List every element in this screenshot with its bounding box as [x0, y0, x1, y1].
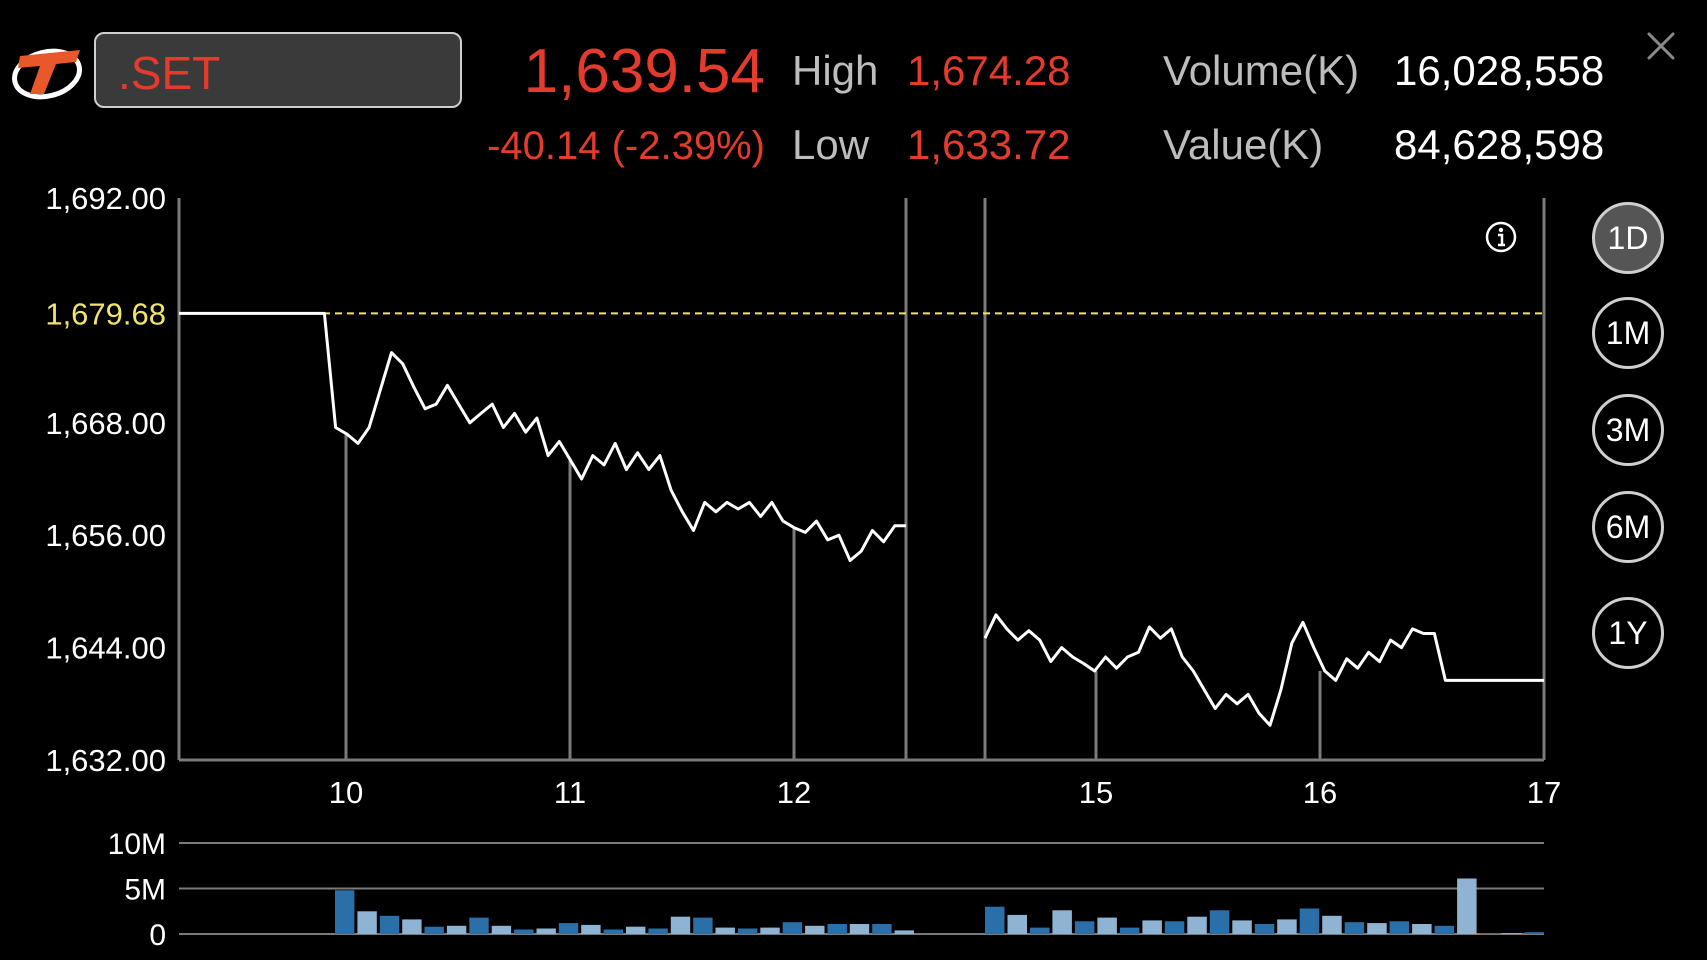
- price-line-morning: [179, 311, 906, 562]
- volume-bar: [469, 917, 489, 934]
- symbol-field[interactable]: .SET: [94, 32, 462, 108]
- volume-bar: [446, 925, 467, 934]
- volume-bar: [805, 925, 825, 934]
- volume-bar: [1232, 920, 1252, 934]
- volume-bar: [402, 919, 422, 934]
- volume-bar: [670, 916, 691, 934]
- volume-bar: [491, 925, 512, 934]
- price-change: -40.14 (-2.39%): [487, 124, 765, 168]
- volume-bar: [536, 928, 556, 934]
- volume-bar: [424, 926, 444, 934]
- volume-bar: [1389, 921, 1410, 934]
- volume-value: 16,028,558: [1394, 47, 1605, 94]
- y-tick-label: 1,644.00: [45, 631, 166, 666]
- volume-bar: [782, 922, 803, 934]
- volume-tick-label: 5M: [124, 874, 166, 907]
- volume-bar: [558, 923, 579, 934]
- close-icon[interactable]: [1645, 30, 1677, 62]
- brand-logo-icon: [12, 48, 82, 100]
- info-icon[interactable]: [1484, 220, 1518, 254]
- volume-bar: [1187, 916, 1207, 934]
- high-value: 1,674.28: [907, 47, 1071, 94]
- range-button-1y[interactable]: 1Y: [1592, 597, 1664, 669]
- volume-bar: [737, 928, 758, 934]
- volume-bar: [581, 924, 601, 934]
- y-tick-label: 1,656.00: [45, 518, 166, 553]
- volume-bar: [760, 927, 780, 934]
- volume-bar: [827, 924, 847, 934]
- low-label: Low: [792, 121, 870, 168]
- volume-bar: [1030, 927, 1050, 934]
- range-button-1m[interactable]: 1M: [1592, 297, 1664, 369]
- y-tick-label: 1,632.00: [45, 743, 166, 778]
- volume-tick-label: 10M: [108, 828, 166, 861]
- x-tick-label: 16: [1303, 775, 1337, 810]
- volume-bar: [1097, 917, 1117, 934]
- volume-bar: [603, 929, 623, 934]
- volume-bar: [1412, 924, 1432, 934]
- volume-bar: [626, 926, 646, 934]
- volume-bar: [379, 915, 400, 934]
- x-tick-label: 11: [554, 775, 586, 810]
- volume-bar: [1502, 933, 1522, 934]
- price-line-afternoon: [983, 613, 1544, 727]
- volume-bar: [1142, 920, 1162, 934]
- x-tick-label: 10: [329, 775, 363, 810]
- symbol-text: .SET: [118, 47, 221, 99]
- volume-bar: [1457, 878, 1477, 934]
- volume-bar: [849, 924, 870, 934]
- volume-bar: [648, 928, 668, 934]
- value-label: Value(K): [1163, 121, 1324, 168]
- y-tick-label: 1,668.00: [45, 406, 166, 441]
- high-label: High: [792, 47, 879, 94]
- volume-tick-label: 0: [149, 919, 166, 952]
- volume-bar: [872, 924, 892, 934]
- volume-bar: [1367, 923, 1387, 934]
- volume-bar: [335, 890, 355, 934]
- volume-bar: [1344, 922, 1365, 934]
- volume-bar: [1479, 933, 1500, 934]
- volume-bar: [357, 911, 377, 935]
- volume-bar: [693, 917, 713, 934]
- volume-bar: [1322, 915, 1342, 934]
- volume-label: Volume(K): [1163, 47, 1360, 94]
- volume-bar: [1277, 919, 1297, 934]
- volume-bar: [1052, 910, 1072, 934]
- volume-bar: [1119, 927, 1140, 934]
- reference-label: 1,679.68: [45, 296, 166, 331]
- volume-bar: [1299, 908, 1320, 934]
- last-price: 1,639.54: [523, 37, 765, 106]
- volume-bar: [514, 929, 534, 934]
- x-tick-label: 15: [1079, 775, 1113, 810]
- low-value: 1,633.72: [907, 121, 1071, 168]
- x-tick-label: 12: [777, 775, 811, 810]
- volume-bar: [985, 906, 1005, 934]
- volume-bar: [715, 927, 735, 934]
- range-button-6m[interactable]: 6M: [1592, 491, 1664, 563]
- volume-bar: [1007, 914, 1027, 934]
- volume-bar: [1164, 921, 1185, 934]
- y-tick-label: 1,692.00: [45, 181, 166, 216]
- volume-bar: [1434, 925, 1455, 934]
- volume-bar: [1074, 921, 1095, 934]
- range-button-3m[interactable]: 3M: [1592, 394, 1664, 466]
- volume-bar: [894, 930, 914, 934]
- value-value: 84,628,598: [1394, 121, 1605, 168]
- range-button-1d[interactable]: 1D: [1592, 202, 1664, 274]
- volume-bar: [1524, 932, 1544, 934]
- volume-bar: [1254, 924, 1275, 934]
- volume-bar: [1209, 910, 1230, 934]
- x-tick-label: 17: [1527, 775, 1561, 810]
